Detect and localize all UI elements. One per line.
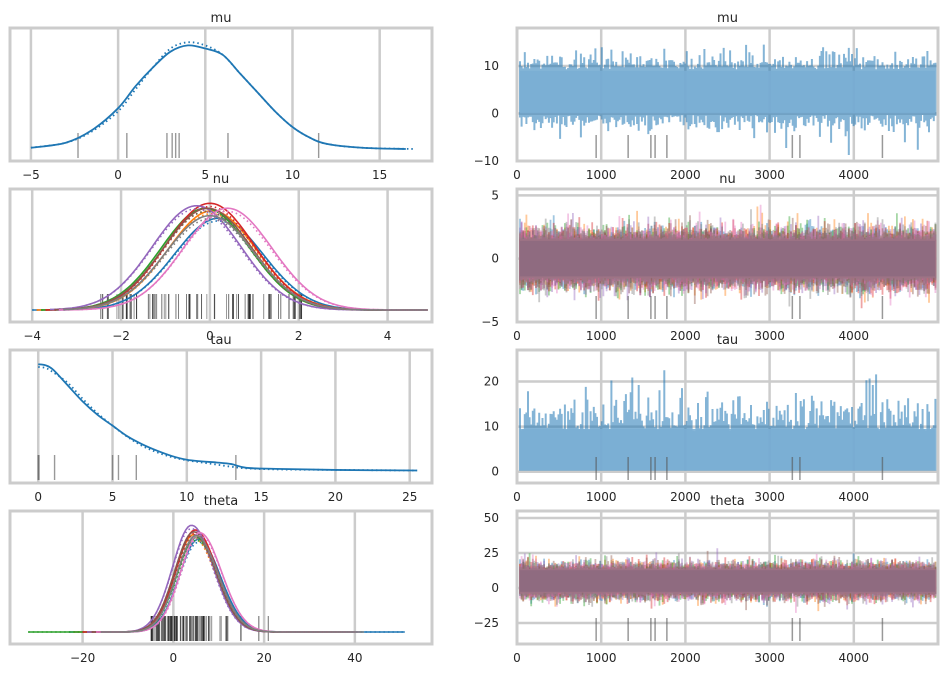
panel-title: tau: [717, 333, 738, 348]
trace-core-band: [520, 428, 935, 471]
x-tick-label: 20: [256, 651, 271, 665]
x-tick-label: 4: [384, 329, 392, 343]
kde-line: [38, 363, 418, 472]
x-tick-label: 1000: [586, 329, 617, 343]
x-tick-label: −2: [112, 329, 130, 343]
y-tick-label: 10: [484, 420, 499, 434]
posterior-panel-mu: −5 0 5 10 15 mu: [8, 11, 434, 182]
x-tick-label: 2000: [670, 329, 701, 343]
x-tick-label: 0: [513, 329, 521, 343]
trace-core-band: [520, 240, 935, 277]
x-tick-label: 25: [402, 490, 417, 504]
panel-title: theta: [204, 494, 238, 509]
x-tick-label: 2000: [670, 651, 701, 665]
y-tick-label: −5: [481, 315, 499, 329]
y-tick-label: 25: [484, 546, 499, 560]
trace-panel-mu: −10 0 10 0 1000 2000 3000 4000 mu: [474, 11, 940, 182]
x-tick-label: 5: [109, 490, 117, 504]
x-tick-label: 3000: [754, 168, 785, 182]
x-tick-label: 4000: [839, 168, 870, 182]
trace-panel-nu: −5 0 5 0 1000 2000 3000 4000 nu: [481, 172, 940, 343]
x-tick-label: 0: [513, 490, 521, 504]
x-tick-label: 20: [328, 490, 343, 504]
x-tick-label: 1000: [586, 490, 617, 504]
kde-line: [45, 205, 428, 311]
x-tick-label: 3000: [754, 329, 785, 343]
y-tick-label: 0: [491, 107, 499, 121]
kde-line: [100, 537, 364, 633]
x-tick-label: 5: [201, 168, 209, 182]
x-tick-label: 2000: [670, 168, 701, 182]
x-tick-label: 0: [34, 490, 42, 504]
x-tick-label: 2000: [670, 490, 701, 504]
posterior-panel-theta: −20 0 20 40 theta: [8, 494, 434, 665]
panel-title: theta: [710, 494, 744, 509]
posterior-axes-frame: [8, 187, 434, 324]
x-tick-label: 0: [170, 651, 178, 665]
x-tick-label: 2: [295, 329, 303, 343]
panel-title: mu: [717, 11, 738, 26]
x-tick-label: 0: [513, 168, 521, 182]
trace-panel-tau: 0 10 20 0 1000 2000 3000 4000 tau: [484, 333, 940, 504]
x-tick-label: 10: [179, 490, 194, 504]
y-tick-label: −25: [474, 616, 499, 630]
y-tick-label: 0: [491, 252, 499, 266]
panel-title: nu: [213, 172, 229, 187]
kde-line: [28, 539, 342, 633]
kde-line: [63, 217, 428, 311]
x-tick-label: 3000: [754, 490, 785, 504]
x-tick-label: 1000: [586, 168, 617, 182]
x-tick-label: −20: [70, 651, 95, 665]
panel-title: mu: [211, 11, 232, 26]
trace-core-band: [520, 70, 935, 114]
trace-core-band: [520, 570, 935, 592]
y-tick-label: 0: [491, 581, 499, 595]
x-tick-label: 4000: [839, 329, 870, 343]
trace-panel-theta: −25 0 25 50 0 1000 2000 3000 4000 theta: [474, 494, 940, 665]
y-tick-label: 20: [484, 375, 499, 389]
posterior-axes-frame: [8, 26, 434, 163]
x-tick-label: 15: [372, 168, 387, 182]
x-tick-label: 15: [253, 490, 268, 504]
posterior-panel-tau: 0 5 10 15 20 25 tau: [8, 333, 434, 504]
x-tick-label: 1000: [586, 651, 617, 665]
x-tick-label: 0: [114, 168, 122, 182]
y-tick-label: 0: [491, 465, 499, 479]
y-tick-label: 50: [484, 511, 499, 525]
y-tick-label: 10: [484, 59, 499, 73]
x-tick-label: −4: [23, 329, 41, 343]
y-tick-label: −10: [474, 154, 499, 168]
x-tick-label: 4000: [839, 651, 870, 665]
kde-line: [73, 536, 337, 633]
x-tick-label: 3000: [754, 651, 785, 665]
x-tick-label: 4000: [839, 490, 870, 504]
x-tick-label: 0: [206, 329, 214, 343]
x-tick-label: 0: [513, 651, 521, 665]
kde-line: [30, 44, 406, 150]
x-tick-label: −5: [22, 168, 40, 182]
panel-title: nu: [719, 172, 735, 187]
panel-title: tau: [210, 333, 231, 348]
x-tick-label: 40: [347, 651, 362, 665]
y-tick-label: 5: [491, 188, 499, 202]
posterior-panel-nu: −4 −2 0 2 4 nu: [8, 172, 434, 343]
x-tick-label: 10: [285, 168, 300, 182]
posterior-axes-frame: [8, 348, 434, 485]
